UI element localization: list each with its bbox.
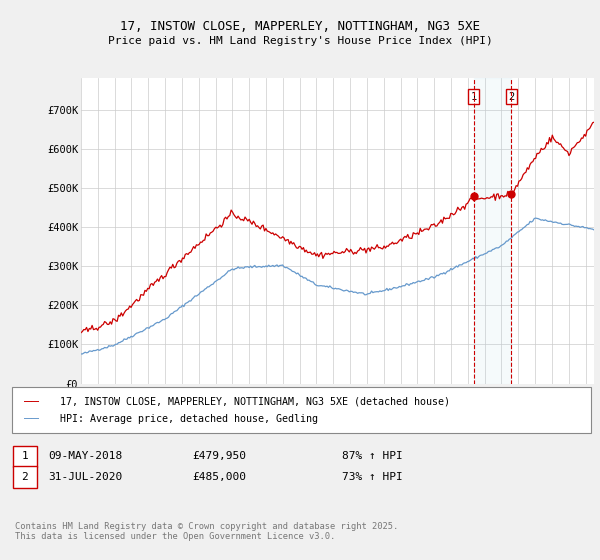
Text: 17, INSTOW CLOSE, MAPPERLEY, NOTTINGHAM, NG3 5XE (detached house): 17, INSTOW CLOSE, MAPPERLEY, NOTTINGHAM,…	[60, 396, 450, 406]
Text: 09-MAY-2018: 09-MAY-2018	[48, 451, 122, 461]
Bar	[474, 78, 511, 384]
Text: ——: ——	[24, 395, 39, 408]
Text: Price paid vs. HM Land Registry's House Price Index (HPI): Price paid vs. HM Land Registry's House …	[107, 36, 493, 46]
Text: 87% ↑ HPI: 87% ↑ HPI	[342, 451, 403, 461]
Text: 17, INSTOW CLOSE, MAPPERLEY, NOTTINGHAM, NG3 5XE: 17, INSTOW CLOSE, MAPPERLEY, NOTTINGHAM,…	[120, 20, 480, 32]
Text: 73% ↑ HPI: 73% ↑ HPI	[342, 472, 403, 482]
Text: ——: ——	[24, 412, 39, 425]
Text: 2: 2	[21, 472, 28, 482]
Text: £479,950: £479,950	[192, 451, 246, 461]
Text: 31-JUL-2020: 31-JUL-2020	[48, 472, 122, 482]
Text: 1: 1	[470, 92, 477, 102]
Text: £485,000: £485,000	[192, 472, 246, 482]
Text: Contains HM Land Registry data © Crown copyright and database right 2025.
This d: Contains HM Land Registry data © Crown c…	[15, 522, 398, 542]
Text: HPI: Average price, detached house, Gedling: HPI: Average price, detached house, Gedl…	[60, 414, 318, 424]
Text: 1: 1	[21, 451, 28, 461]
Text: 2: 2	[508, 92, 514, 102]
